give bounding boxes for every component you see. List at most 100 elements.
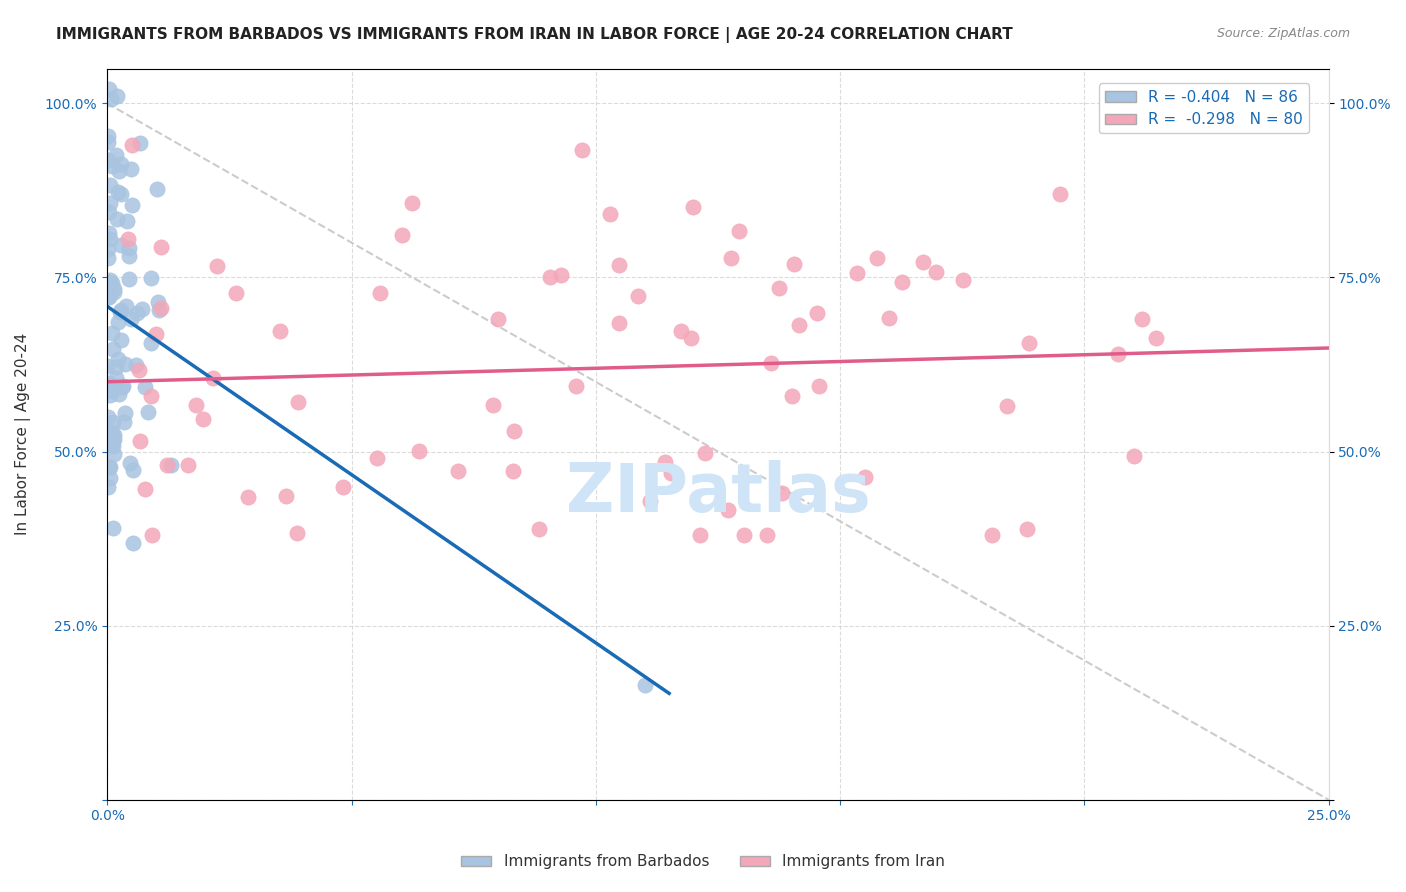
Point <box>115 214 138 228</box>
Point <box>98 273 121 287</box>
Point <box>122 463 145 477</box>
Point <box>447 463 470 477</box>
Point <box>100 378 122 392</box>
Point <box>659 467 682 481</box>
Point <box>103 433 125 447</box>
Point <box>129 136 152 150</box>
Point <box>689 528 711 542</box>
Point <box>108 164 131 178</box>
Point <box>866 251 889 265</box>
Point <box>131 302 153 317</box>
Point <box>995 399 1018 413</box>
Point <box>128 362 150 376</box>
Point <box>845 266 868 280</box>
Point <box>770 486 793 500</box>
Point <box>877 311 900 326</box>
Point <box>101 159 124 173</box>
Point <box>527 522 550 536</box>
Point <box>101 276 124 290</box>
Point <box>1107 347 1129 361</box>
Point <box>755 528 778 542</box>
Point <box>97 135 120 149</box>
Point <box>634 678 657 692</box>
Point <box>176 458 198 472</box>
Point <box>101 521 124 535</box>
Point <box>193 411 215 425</box>
Point <box>789 318 811 332</box>
Point <box>97 252 120 266</box>
Point <box>107 315 129 329</box>
Point <box>139 389 162 403</box>
Text: IMMIGRANTS FROM BARBADOS VS IMMIGRANTS FROM IRAN IN LABOR FORCE | AGE 20-24 CORR: IMMIGRANTS FROM BARBADOS VS IMMIGRANTS F… <box>56 27 1012 43</box>
Point <box>101 425 124 440</box>
Point <box>1122 450 1144 464</box>
Text: Source: ZipAtlas.com: Source: ZipAtlas.com <box>1216 27 1350 40</box>
Point <box>853 470 876 484</box>
Point <box>107 186 129 200</box>
Point <box>679 330 702 344</box>
Point <box>565 379 588 393</box>
Point <box>134 483 156 497</box>
Point <box>120 161 142 176</box>
Point <box>952 273 974 287</box>
Point <box>1018 335 1040 350</box>
Point <box>117 232 139 246</box>
Point <box>110 157 132 171</box>
Point <box>110 305 132 319</box>
Point <box>118 456 141 470</box>
Point <box>107 386 129 401</box>
Point <box>148 303 170 318</box>
Point <box>332 480 354 494</box>
Point <box>121 198 143 212</box>
Point <box>780 389 803 403</box>
Point <box>118 241 141 255</box>
Point <box>640 494 662 508</box>
Point <box>145 326 167 341</box>
Point <box>654 455 676 469</box>
Point <box>103 428 125 442</box>
Point <box>682 200 704 214</box>
Legend: R = -0.404   N = 86, R =  -0.298   N = 80: R = -0.404 N = 86, R = -0.298 N = 80 <box>1099 84 1309 133</box>
Point <box>98 460 121 475</box>
Point <box>105 371 128 385</box>
Point <box>981 528 1004 542</box>
Point <box>486 312 509 326</box>
Point <box>118 272 141 286</box>
Point <box>733 528 755 542</box>
Point <box>806 306 828 320</box>
Point <box>98 82 121 96</box>
Point <box>538 270 561 285</box>
Point <box>149 240 172 254</box>
Point <box>205 259 228 273</box>
Point <box>100 92 122 106</box>
Point <box>105 211 128 226</box>
Point <box>98 178 121 192</box>
Point <box>98 226 121 240</box>
Point <box>148 295 170 310</box>
Point <box>1144 331 1167 345</box>
Point <box>276 489 298 503</box>
Point <box>96 289 118 303</box>
Point <box>669 324 692 338</box>
Point <box>105 89 128 103</box>
Point <box>103 282 125 296</box>
Point <box>121 138 143 153</box>
Point <box>97 242 120 256</box>
Point <box>114 406 136 420</box>
Point <box>97 480 120 494</box>
Point <box>97 276 120 290</box>
Point <box>391 227 413 242</box>
Point <box>100 436 122 450</box>
Point <box>287 395 309 409</box>
Point <box>225 285 247 300</box>
Point <box>118 248 141 262</box>
Point <box>759 356 782 370</box>
Point <box>125 358 148 372</box>
Point <box>101 342 124 356</box>
Point <box>97 153 120 168</box>
Point <box>98 205 121 219</box>
Point <box>110 333 132 347</box>
Point <box>159 458 181 472</box>
Point <box>717 503 740 517</box>
Point <box>408 444 430 458</box>
